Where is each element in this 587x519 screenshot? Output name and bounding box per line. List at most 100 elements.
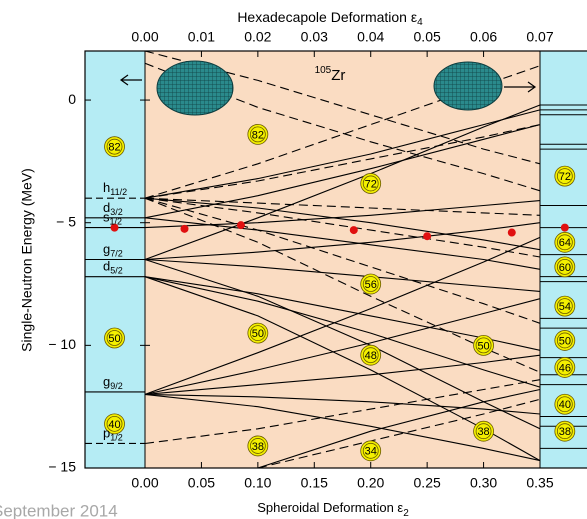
orbital-label: g7/2 — [103, 242, 123, 259]
nucleus-label: 105Zr — [315, 65, 346, 84]
magic-number: 72 — [365, 178, 377, 190]
magic-number-ring — [554, 420, 576, 442]
magic-number: 46 — [559, 362, 571, 374]
orbital-line — [144, 197, 541, 324]
y-tick-label: − 15 — [48, 459, 76, 475]
orbital-line — [144, 393, 541, 462]
oblate-shape — [156, 60, 234, 116]
orbital-line — [144, 197, 541, 373]
plot-background — [145, 51, 540, 468]
orbital-line — [144, 124, 541, 199]
magic-number: 50 — [559, 335, 571, 347]
orbital-line — [144, 276, 541, 388]
x-tick-label: 0.20 — [357, 475, 384, 491]
magic-number-inner — [106, 138, 123, 155]
prolate-shape — [433, 61, 503, 111]
ground-state — [560, 223, 569, 232]
magic-number-inner — [475, 423, 492, 440]
magic-number-ring — [554, 357, 576, 378]
magic-number-inner — [556, 234, 573, 251]
orbital-line — [144, 124, 541, 219]
magic-number-ring — [554, 165, 576, 187]
magic-number-inner — [362, 175, 379, 192]
x-tick-label: 0.35 — [526, 475, 553, 491]
ground-state — [423, 232, 432, 241]
orbital-label: h11/2 — [103, 181, 127, 198]
orbital-label: d5/2 — [103, 259, 123, 276]
orbital-j: 3/2 — [110, 207, 123, 217]
magic-number: 50 — [108, 333, 120, 345]
magic-number-inner — [556, 423, 573, 440]
ground-state — [110, 223, 119, 232]
magic-number: 82 — [108, 142, 120, 154]
magic-number-inner — [106, 330, 123, 346]
magic-number: 34 — [365, 446, 377, 458]
x-tick-label: 0.30 — [470, 475, 497, 491]
orbital-line — [144, 62, 541, 192]
orbital-j: 5/2 — [110, 266, 123, 276]
y-axis-title: Single-Neutron Energy (MeV) — [19, 168, 35, 352]
magic-number: 56 — [365, 279, 377, 291]
magic-number: 38 — [252, 441, 264, 453]
orbital-line — [257, 388, 541, 468]
magic-number: 48 — [365, 350, 377, 362]
orbital-label: d3/2 — [103, 200, 123, 217]
magic-number: 50 — [477, 340, 489, 352]
magic-number: 64 — [559, 237, 571, 249]
orbital-line — [144, 65, 541, 199]
x-tick-label: 0.05 — [188, 475, 215, 491]
magic-number-inner — [249, 438, 266, 454]
orbital-line — [144, 200, 541, 229]
orbital-line — [144, 197, 541, 258]
x-tick-label: 0.25 — [414, 475, 441, 491]
magic-number-ring — [360, 344, 382, 366]
x2-tick-label: 0.02 — [244, 29, 271, 45]
orbital-j: 9/2 — [110, 381, 123, 391]
orbital-line — [144, 354, 541, 395]
magic-number: 50 — [252, 328, 264, 340]
magic-number-inner — [475, 337, 492, 354]
magic-number: 38 — [559, 426, 571, 438]
magic-number: 72 — [559, 171, 571, 183]
orbital-line — [144, 197, 541, 251]
magic-number-inner — [362, 442, 379, 459]
magic-number: 38 — [477, 426, 489, 438]
x2-tick-label: 0.00 — [131, 29, 158, 45]
orbital-j: 1/2 — [110, 217, 123, 227]
orbital-line — [257, 398, 541, 468]
ground-state — [180, 224, 189, 233]
x2-axis-title: Hexadecapole Deformation ε4 — [237, 9, 423, 28]
orbital-letter: d — [103, 259, 110, 274]
magic-number: 60 — [559, 262, 571, 274]
ground-state — [236, 221, 245, 230]
orbital-letter: d — [103, 200, 110, 215]
magic-number-ring — [360, 273, 382, 295]
orbital-line — [144, 379, 541, 445]
orbital-j: 1/2 — [110, 433, 123, 443]
magic-number-inner — [556, 359, 573, 376]
orbital-j: 11/2 — [110, 188, 127, 198]
arrow-right — [504, 81, 537, 93]
x-tick-label: 0.00 — [131, 475, 158, 491]
magic-number-ring — [104, 413, 125, 435]
magic-number-inner — [362, 347, 379, 364]
x2-tick-label: 0.03 — [301, 29, 328, 45]
magic-number-ring — [247, 435, 269, 457]
magic-number-ring — [104, 327, 125, 349]
magic-number-ring — [473, 420, 494, 442]
orbital-j: 7/2 — [110, 249, 123, 259]
magic-number-inner — [556, 332, 573, 349]
magic-number-inner — [106, 415, 123, 432]
plot-layer: 82 50 40 82 72 56 50 48 50 38 34 38 72 64 60 54 50 46 40 38 — [85, 51, 587, 468]
x-tick-label: 0.10 — [244, 475, 271, 491]
magic-number-ring — [554, 393, 576, 415]
orbital-letter: g — [103, 374, 110, 389]
x-axis-title: Spheroidal Deformation ε2 — [257, 500, 409, 518]
magic-number-inner — [556, 298, 573, 315]
orbital-label: g9/2 — [103, 374, 123, 391]
y-tick-label: − 5 — [56, 213, 76, 229]
magic-number-ring — [554, 256, 576, 278]
ground-state — [507, 228, 516, 237]
magic-number-inner — [556, 168, 573, 185]
